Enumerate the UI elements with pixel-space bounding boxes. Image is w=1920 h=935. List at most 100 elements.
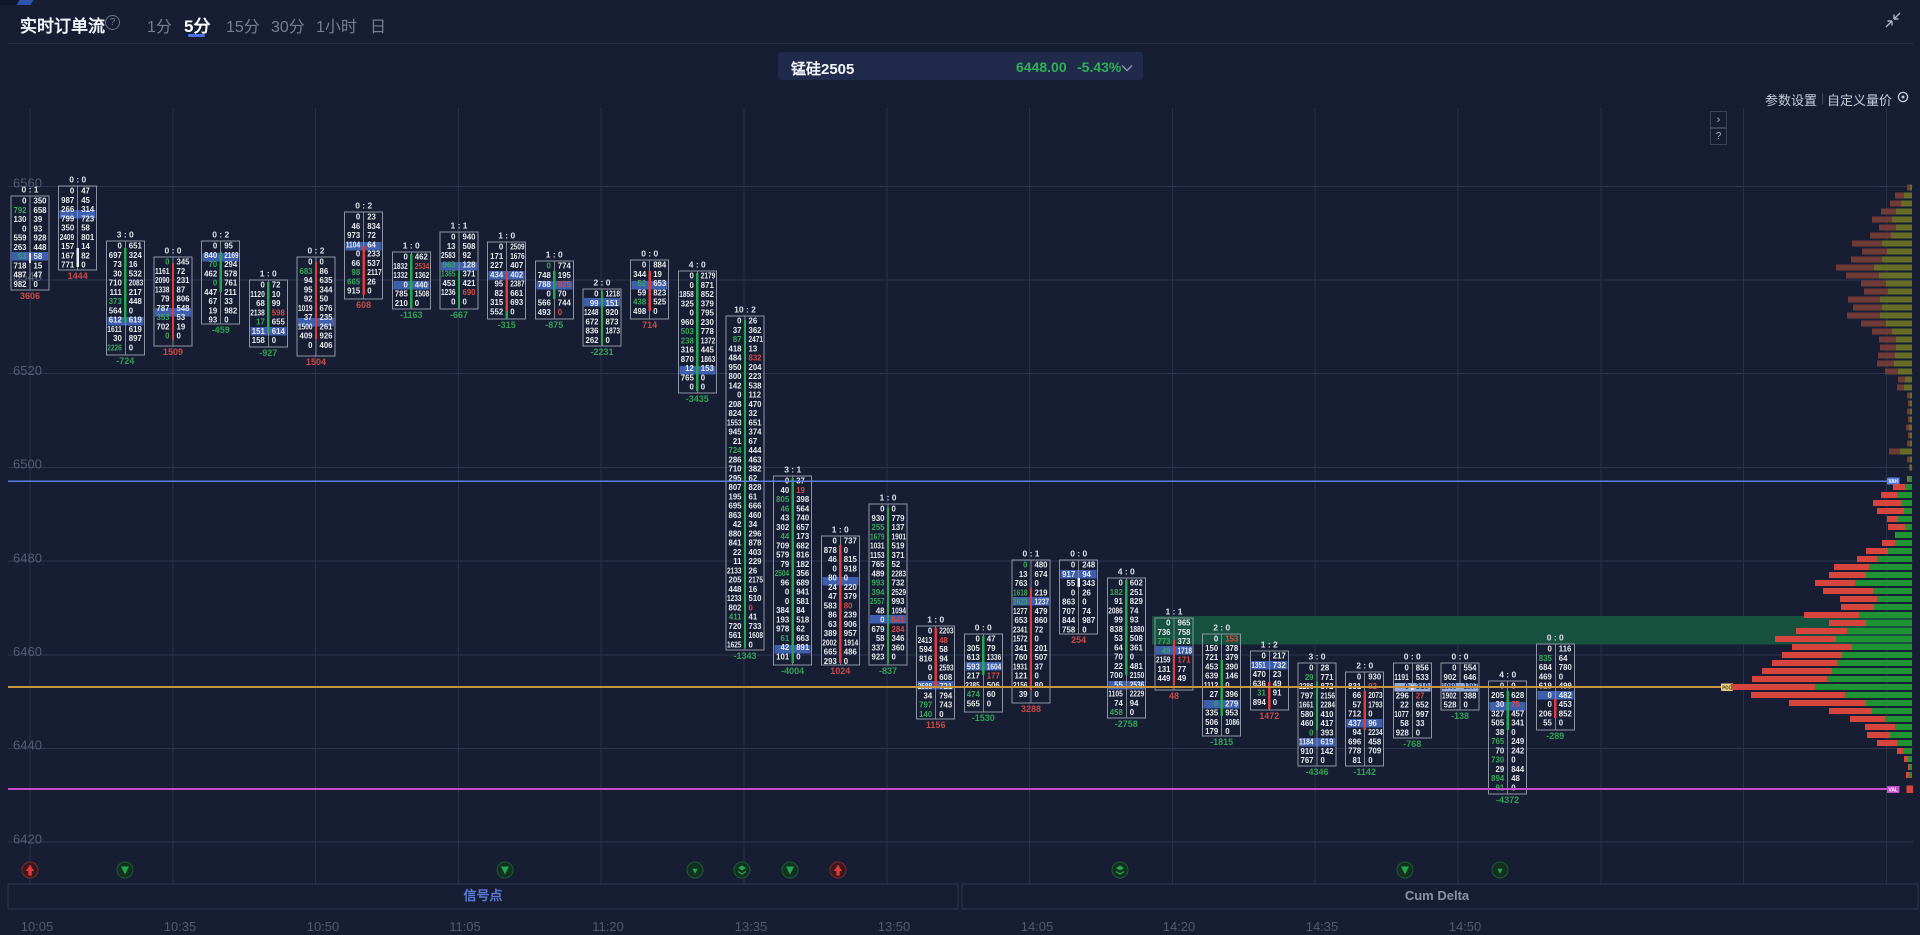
svg-text:2583: 2583 bbox=[441, 251, 456, 260]
svg-text:39: 39 bbox=[1019, 690, 1028, 699]
svg-text:217: 217 bbox=[1273, 652, 1286, 661]
svg-text:566: 566 bbox=[538, 299, 552, 308]
svg-text:393: 393 bbox=[1321, 728, 1335, 737]
svg-text:800: 800 bbox=[728, 372, 742, 381]
svg-text:10:05: 10:05 bbox=[21, 919, 54, 934]
svg-text:52: 52 bbox=[892, 560, 901, 569]
svg-text:6520: 6520 bbox=[13, 363, 42, 378]
svg-text:0: 0 bbox=[1023, 561, 1028, 570]
svg-text:121: 121 bbox=[1014, 672, 1028, 681]
svg-text:0: 0 bbox=[1547, 691, 1552, 700]
svg-text:564: 564 bbox=[796, 504, 810, 513]
svg-text:732: 732 bbox=[892, 579, 906, 588]
svg-text:614: 614 bbox=[272, 327, 286, 336]
svg-text:0: 0 bbox=[260, 281, 265, 290]
svg-text:1444: 1444 bbox=[68, 271, 88, 281]
svg-text:779: 779 bbox=[892, 514, 906, 523]
svg-text:541: 541 bbox=[892, 616, 906, 625]
svg-text:15: 15 bbox=[34, 261, 43, 270]
svg-text:0: 0 bbox=[880, 616, 885, 625]
svg-text:77: 77 bbox=[1178, 665, 1187, 674]
svg-text:860: 860 bbox=[1035, 616, 1049, 625]
svg-text:60: 60 bbox=[987, 690, 996, 699]
svg-text:910: 910 bbox=[1300, 747, 1314, 756]
svg-text:897: 897 bbox=[129, 334, 142, 343]
svg-text:81: 81 bbox=[1353, 756, 1362, 765]
svg-text:440: 440 bbox=[415, 280, 429, 289]
svg-text:356: 356 bbox=[796, 569, 810, 578]
svg-text:93: 93 bbox=[1130, 616, 1139, 625]
svg-text:724: 724 bbox=[728, 446, 742, 455]
svg-text:33: 33 bbox=[224, 297, 233, 306]
svg-text:619: 619 bbox=[129, 316, 143, 325]
svg-text:0: 0 bbox=[1547, 645, 1552, 654]
svg-text:411: 411 bbox=[729, 613, 742, 622]
svg-text:80: 80 bbox=[844, 601, 853, 610]
svg-text:195: 195 bbox=[558, 271, 572, 280]
svg-text:537: 537 bbox=[367, 259, 380, 268]
svg-text:767: 767 bbox=[1300, 756, 1313, 765]
svg-text:973: 973 bbox=[347, 231, 361, 240]
svg-text:816: 816 bbox=[919, 654, 933, 663]
svg-text:460: 460 bbox=[749, 511, 763, 520]
svg-text:410: 410 bbox=[1321, 710, 1335, 719]
svg-text:718: 718 bbox=[13, 261, 27, 270]
svg-text:684: 684 bbox=[1539, 663, 1553, 672]
svg-text:533: 533 bbox=[1416, 673, 1430, 682]
svg-text:22: 22 bbox=[1400, 701, 1409, 710]
svg-text:34: 34 bbox=[749, 520, 758, 529]
svg-text:679: 679 bbox=[871, 625, 885, 634]
svg-text:61: 61 bbox=[749, 492, 758, 501]
svg-text:1 : 2: 1 : 2 bbox=[1261, 640, 1278, 650]
svg-text:38: 38 bbox=[1496, 728, 1505, 737]
svg-text:836: 836 bbox=[585, 327, 599, 336]
svg-text:1 : 1: 1 : 1 bbox=[1165, 607, 1182, 617]
svg-text:0: 0 bbox=[1273, 698, 1278, 707]
svg-text:19: 19 bbox=[177, 322, 186, 331]
svg-text:740: 740 bbox=[796, 514, 810, 523]
svg-text:806: 806 bbox=[177, 295, 191, 304]
svg-text:2169: 2169 bbox=[224, 251, 239, 260]
svg-text:242: 242 bbox=[1511, 746, 1525, 755]
svg-text:179: 179 bbox=[1205, 727, 1219, 736]
svg-text:1623: 1623 bbox=[1013, 598, 1028, 607]
svg-text:101: 101 bbox=[776, 652, 790, 661]
svg-text:0: 0 bbox=[129, 343, 134, 352]
svg-text:445: 445 bbox=[701, 346, 715, 355]
svg-text:208: 208 bbox=[728, 400, 742, 409]
svg-text:880: 880 bbox=[728, 529, 742, 538]
svg-text:82: 82 bbox=[495, 289, 504, 298]
svg-text:657: 657 bbox=[796, 523, 809, 532]
svg-text:532: 532 bbox=[129, 269, 143, 278]
svg-text:40: 40 bbox=[781, 486, 790, 495]
svg-text:-1142: -1142 bbox=[1353, 767, 1376, 777]
svg-text:2002: 2002 bbox=[822, 638, 837, 647]
svg-text:930: 930 bbox=[1368, 673, 1382, 682]
svg-text:296: 296 bbox=[749, 529, 763, 538]
svg-text:963: 963 bbox=[442, 260, 456, 269]
svg-text:982: 982 bbox=[13, 280, 27, 289]
svg-text:99: 99 bbox=[272, 299, 281, 308]
svg-text:559: 559 bbox=[13, 234, 27, 243]
svg-text:30: 30 bbox=[1496, 700, 1505, 709]
svg-text:0: 0 bbox=[356, 213, 361, 222]
svg-text:1618: 1618 bbox=[1013, 588, 1028, 597]
svg-text:79: 79 bbox=[161, 295, 170, 304]
svg-text:807: 807 bbox=[728, 483, 741, 492]
svg-text:263: 263 bbox=[13, 243, 27, 252]
svg-text:506: 506 bbox=[1205, 718, 1219, 727]
svg-text:49: 49 bbox=[1178, 674, 1187, 683]
svg-text:VAH: VAH bbox=[1888, 479, 1898, 485]
svg-text:28: 28 bbox=[1321, 664, 1330, 673]
svg-text:29: 29 bbox=[1496, 765, 1505, 774]
svg-text:838: 838 bbox=[1110, 625, 1124, 634]
svg-text:1233: 1233 bbox=[727, 594, 742, 603]
svg-text:55: 55 bbox=[1543, 719, 1552, 728]
svg-text:690: 690 bbox=[463, 288, 477, 297]
svg-text:6560: 6560 bbox=[13, 176, 42, 191]
svg-text:1 : 0: 1 : 0 bbox=[260, 269, 277, 279]
svg-text:66: 66 bbox=[1353, 691, 1362, 700]
svg-text:712: 712 bbox=[1348, 710, 1362, 719]
svg-text:417: 417 bbox=[1321, 719, 1334, 728]
svg-text:816: 816 bbox=[796, 551, 810, 560]
